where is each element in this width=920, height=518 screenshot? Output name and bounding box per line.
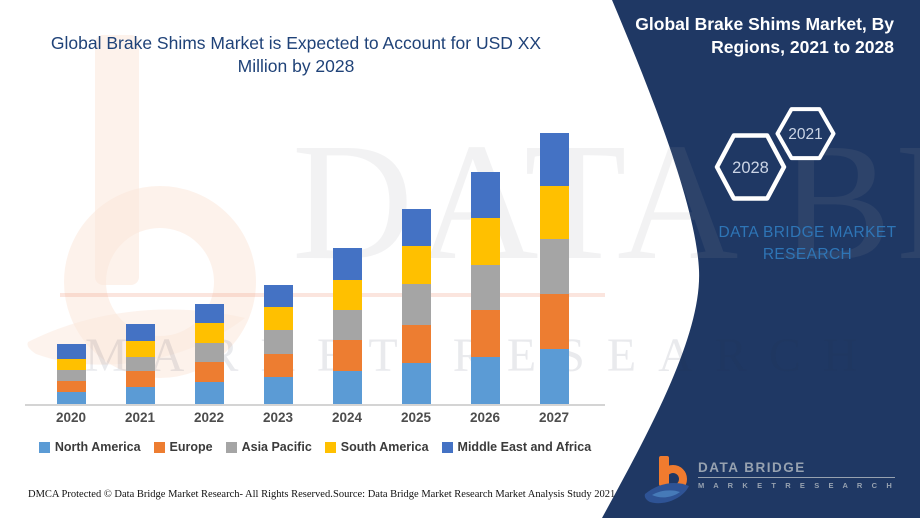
company-logo-name: DATA BRIDGE: [698, 460, 896, 478]
bar-segment: [56, 392, 86, 404]
bar-segment: [194, 343, 224, 362]
legend-swatch: [38, 441, 50, 453]
company-logo-text: DATA BRIDGE M A R K E T R E S E A R C H: [698, 460, 896, 490]
bar-segment: [539, 186, 569, 239]
bar-segment: [470, 265, 500, 310]
legend-swatch: [441, 441, 453, 453]
legend-label: North America: [54, 440, 141, 454]
bar-segment: [332, 340, 362, 371]
bar-segment: [470, 357, 500, 404]
bar-segment: [332, 248, 362, 280]
legend-item: North America: [38, 440, 141, 454]
bar-segment: [125, 324, 155, 341]
bar-segment: [263, 285, 293, 307]
bar-segment: [401, 284, 431, 325]
x-tick-label: 2022: [193, 410, 225, 425]
bar-segment: [470, 310, 500, 357]
bar-2025: [401, 209, 431, 404]
bar-segment: [263, 307, 293, 330]
bar-segment: [56, 381, 86, 392]
footer-source-text: Source: Data Bridge Market Research Mark…: [333, 489, 616, 500]
bar-segment: [194, 323, 224, 343]
hexagon-2028: [714, 133, 787, 201]
bar-segment: [263, 354, 293, 377]
bar-2021: [125, 324, 155, 404]
legend-swatch: [324, 441, 336, 453]
bar-segment: [56, 359, 86, 370]
bar-segment: [539, 294, 569, 349]
x-axis-line: [25, 404, 605, 406]
chart-area: 2020 2021 2022 2023 2024 2025 2026 2027 North A…: [25, 120, 605, 518]
x-tick-label: 2024: [331, 410, 363, 425]
chart-title: Global Brake Shims Market is Expected to…: [46, 32, 546, 78]
x-tick-label: 2027: [538, 410, 570, 425]
legend-swatch: [153, 441, 165, 453]
bar-2023: [263, 285, 293, 404]
bar-segment: [125, 387, 155, 404]
panel-brand-line1: DATA BRIDGE MARKET: [718, 224, 897, 241]
bar-segment: [470, 218, 500, 265]
legend-item: Middle East and Africa: [441, 440, 592, 454]
legend-label: Middle East and Africa: [457, 440, 592, 454]
legend-label: South America: [340, 440, 429, 454]
x-tick-label: 2020: [55, 410, 87, 425]
x-axis-labels: 2020 2021 2022 2023 2024 2025 2026 2027: [25, 410, 605, 430]
bar-segment: [56, 370, 86, 381]
bar-segment: [539, 239, 569, 294]
bar-segment: [539, 133, 569, 186]
company-logo: DATA BRIDGE M A R K E T R E S E A R C H: [644, 454, 896, 506]
bar-2020: [56, 344, 86, 404]
bar-segment: [125, 371, 155, 387]
chart-title-line2: Million by 2028: [237, 56, 355, 77]
panel-brand-text: DATA BRIDGE MARKET RESEARCH: [710, 222, 905, 267]
x-tick-label: 2023: [262, 410, 294, 425]
year-hexagons: 2028 2021: [714, 107, 836, 201]
legend-swatch: [225, 441, 237, 453]
bar-segment: [401, 246, 431, 284]
company-logo-subtitle: M A R K E T R E S E A R C H: [698, 481, 896, 490]
bar-segment: [401, 363, 431, 404]
bar-segment: [332, 371, 362, 404]
x-tick-label: 2025: [400, 410, 432, 425]
plot-area: [25, 120, 605, 404]
hexagon-2021: [775, 107, 836, 161]
chart-legend: North America Europe Asia Pacific South Ame…: [25, 440, 605, 454]
chart-title-line1: Global Brake Shims Market is Expected to…: [50, 33, 542, 53]
bar-segment: [401, 325, 431, 363]
bar-2026: [470, 172, 500, 404]
panel-title: Global Brake Shims Market, By Regions, 2…: [624, 13, 894, 59]
bar-segment: [194, 304, 224, 323]
legend-label: Asia Pacific: [241, 440, 312, 454]
bar-segment: [194, 382, 224, 404]
bar-segment: [332, 310, 362, 340]
x-tick-label: 2026: [469, 410, 501, 425]
bar-segment: [263, 330, 293, 354]
panel-title-line2: Regions, 2021 to 2028: [711, 36, 894, 57]
footer-dmca-text: DMCA Protected © Data Bridge Market Rese…: [28, 489, 333, 500]
bar-segment: [401, 209, 431, 246]
bar-2022: [194, 304, 224, 404]
bar-segment: [470, 172, 500, 218]
bar-segment: [263, 377, 293, 404]
company-logo-icon: [644, 456, 689, 504]
bar-segment: [539, 349, 569, 404]
bar-segment: [125, 357, 155, 371]
bar-2024: [332, 248, 362, 404]
bar-segment: [194, 362, 224, 382]
bar-segment: [56, 344, 86, 359]
legend-item: Asia Pacific: [225, 440, 312, 454]
hexagon-2028-label: 2028: [732, 159, 769, 177]
panel-brand-line2: RESEARCH: [762, 246, 853, 264]
legend-label: Europe: [169, 440, 213, 454]
hexagon-2021-label: 2021: [788, 126, 822, 143]
bar-segment: [332, 280, 362, 310]
panel-title-line1: Global Brake Shims Market, By: [635, 14, 894, 34]
legend-item: South America: [324, 440, 429, 454]
x-tick-label: 2021: [124, 410, 156, 425]
bar-segment: [125, 341, 155, 357]
bar-2027: [539, 133, 569, 404]
legend-item: Europe: [153, 440, 213, 454]
